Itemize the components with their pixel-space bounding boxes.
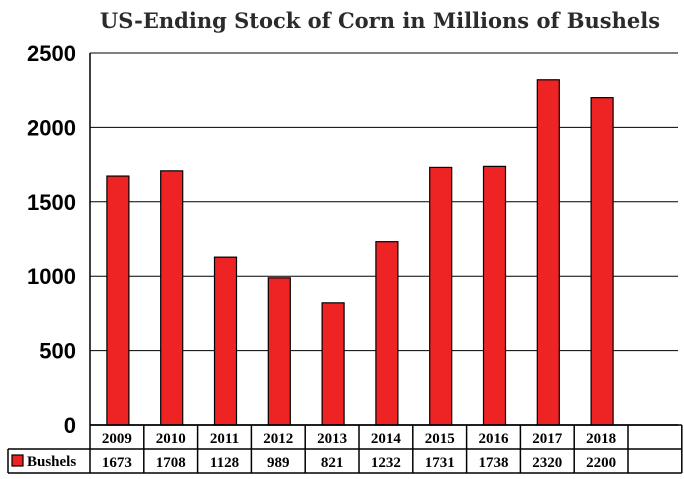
x-tick-label: 2009 xyxy=(102,431,132,447)
bar-2009 xyxy=(106,175,130,426)
y-tick-label: 0 xyxy=(64,413,76,438)
bars xyxy=(106,79,614,426)
legend-series-name: Bushels xyxy=(27,454,76,470)
bar-2012 xyxy=(267,277,291,426)
bar-2011 xyxy=(213,256,238,426)
x-tick-label: 2011 xyxy=(210,431,239,447)
chart-title: US-Ending Stock of Corn in Millions of B… xyxy=(100,8,660,33)
bar-2014 xyxy=(375,241,399,426)
y-tick-label: 1500 xyxy=(27,190,76,215)
x-tick-label: 2016 xyxy=(479,431,510,447)
data-label: 1232 xyxy=(371,455,401,471)
bar-2016 xyxy=(482,165,507,426)
data-label: 1708 xyxy=(156,455,186,471)
bar-2018 xyxy=(590,97,614,426)
bar-2017 xyxy=(536,79,560,426)
data-label: 821 xyxy=(321,455,344,471)
data-label: 1738 xyxy=(479,455,509,471)
y-tick-label: 1000 xyxy=(27,264,76,289)
x-tick-label: 2018 xyxy=(586,431,616,447)
y-axis-ticks: 0 500 1000 1500 2000 2500 xyxy=(27,41,76,438)
bar-2010 xyxy=(160,170,184,426)
x-tick-label: 2013 xyxy=(317,431,347,447)
y-tick-label: 500 xyxy=(39,339,76,364)
bar-2013 xyxy=(321,302,345,426)
gridlines xyxy=(90,52,678,352)
x-tick-label: 2014 xyxy=(371,431,402,447)
bar-2015 xyxy=(429,166,453,426)
data-label: 1673 xyxy=(102,455,132,471)
data-label: 2320 xyxy=(532,455,562,471)
y-tick-label: 2500 xyxy=(27,41,76,66)
data-label: 1731 xyxy=(425,455,455,471)
x-tick-label: 2010 xyxy=(156,431,186,447)
x-tick-label: 2017 xyxy=(532,431,563,447)
data-label: 2200 xyxy=(586,455,616,471)
x-tick-label: 2012 xyxy=(263,431,293,447)
data-label: 1128 xyxy=(210,455,239,471)
x-tick-label: 2015 xyxy=(425,431,455,447)
y-tick-label: 2000 xyxy=(27,115,76,140)
data-label: 989 xyxy=(267,455,290,471)
data-table: Bushels 2009 1673 2010 1708 2011 1128 2012 989 20… xyxy=(7,424,683,474)
legend-swatch xyxy=(11,454,24,467)
